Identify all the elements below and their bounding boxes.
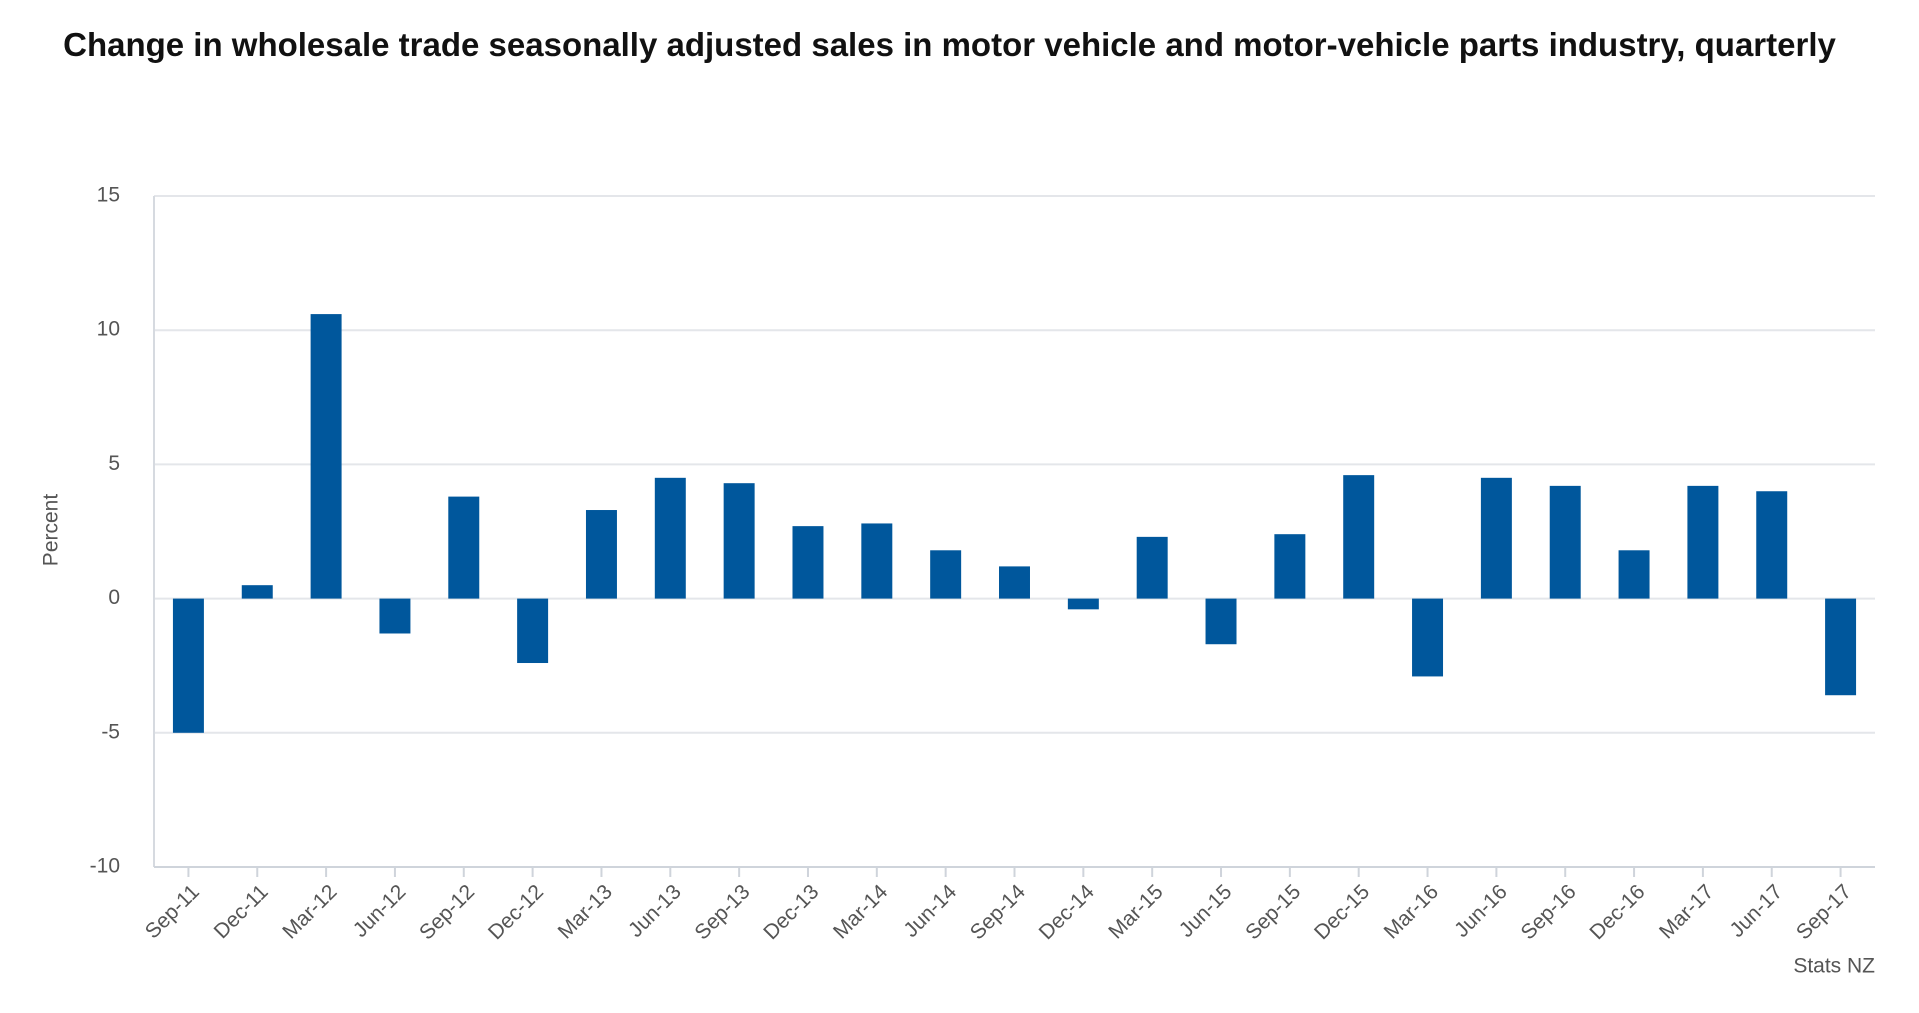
bar — [1343, 475, 1375, 599]
bar — [1412, 598, 1444, 677]
x-tick-label: Mar-12 — [278, 880, 341, 943]
bar — [1274, 534, 1306, 599]
bar — [585, 510, 617, 599]
bar — [241, 585, 273, 599]
x-tick-label: Dec-15 — [1310, 880, 1374, 944]
bar — [792, 526, 824, 599]
y-tick-label: -5 — [101, 720, 120, 743]
x-tick-label: Sep-13 — [690, 880, 754, 944]
x-tick-label: Mar-16 — [1380, 880, 1443, 943]
x-tick-label: Sep-15 — [1241, 880, 1305, 944]
bar — [1136, 536, 1168, 599]
chart-title: Change in wholesale trade seasonally adj… — [63, 26, 1836, 63]
y-tick-label: 15 — [97, 184, 120, 207]
y-axis-label: Percent — [40, 494, 63, 567]
bar — [723, 483, 755, 599]
bar — [448, 496, 480, 599]
bar — [930, 550, 962, 599]
x-tick-label: Sep-14 — [966, 880, 1030, 944]
x-tick-label: Sep-17 — [1792, 880, 1856, 944]
bar — [1480, 477, 1512, 599]
bar — [1618, 550, 1650, 599]
y-tick-label: 10 — [97, 318, 120, 341]
bar — [861, 523, 893, 599]
y-tick-label: 5 — [108, 452, 120, 475]
x-tick-label: Jun-15 — [1175, 880, 1237, 942]
x-tick-label: Dec-12 — [484, 880, 548, 944]
y-tick-label: 0 — [108, 586, 120, 609]
x-tick-label: Sep-16 — [1517, 880, 1581, 944]
x-tick-label: Jun-12 — [349, 880, 411, 942]
x-tick-label: Mar-17 — [1655, 880, 1718, 943]
bar — [379, 598, 411, 634]
bar — [1825, 598, 1857, 696]
x-tick-label: Sep-12 — [415, 880, 479, 944]
y-tick-label: -10 — [90, 855, 120, 878]
x-tick-label: Sep-11 — [141, 880, 204, 943]
x-tick-label: Mar-13 — [554, 880, 617, 943]
bar — [517, 598, 549, 664]
source: Stats NZ — [1793, 955, 1875, 978]
bar — [654, 477, 686, 599]
x-tick-label: Jun-17 — [1726, 880, 1788, 942]
bar — [310, 314, 342, 599]
x-tick-label: Dec-14 — [1035, 880, 1099, 944]
bar — [172, 598, 204, 733]
x-tick-label: Dec-16 — [1585, 880, 1649, 944]
x-tick-label: Dec-11 — [210, 880, 273, 943]
x-tick-label: Dec-13 — [759, 880, 823, 944]
x-tick-label: Jun-13 — [624, 880, 686, 942]
bar — [1549, 485, 1581, 599]
x-tick-label: Mar-15 — [1104, 880, 1167, 943]
bar — [999, 566, 1030, 599]
x-tick-label: Jun-14 — [899, 880, 961, 942]
x-tick-label: Mar-14 — [829, 880, 893, 944]
bar — [1687, 485, 1719, 599]
x-tick-label: Jun-16 — [1450, 880, 1512, 942]
bar — [1756, 491, 1788, 599]
bar — [1205, 598, 1237, 645]
bar — [1067, 598, 1099, 610]
